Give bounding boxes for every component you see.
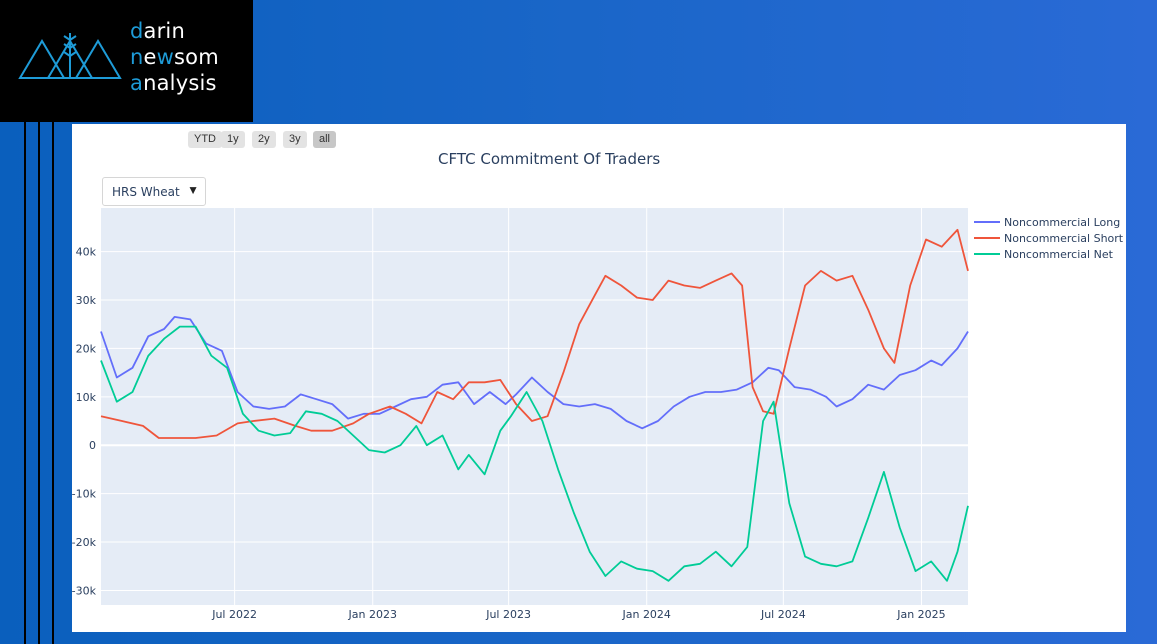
range-button-3y[interactable]: 3y [283, 131, 307, 148]
legend-label: Noncommercial Net [1004, 248, 1114, 261]
x-tick-label: Jul 2022 [211, 608, 257, 621]
y-tick-label: 0 [89, 439, 96, 452]
logo-wordmark: darin newsom analysis [130, 19, 219, 95]
chart-title: CFTC Commitment Of Traders [438, 150, 661, 168]
y-tick-label: -20k [72, 536, 97, 549]
series-line-2 [100, 325, 969, 582]
x-tick-label: Jan 2025 [896, 608, 945, 621]
commodity-dropdown[interactable]: HRS Wheat ▼ [102, 177, 206, 206]
divider [52, 122, 54, 644]
y-tick-label: -30k [72, 584, 97, 597]
legend-label: Noncommercial Long [1004, 216, 1120, 229]
range-button-2y[interactable]: 2y [252, 131, 276, 148]
y-tick-label: 10k [76, 391, 97, 404]
series-line-0 [100, 316, 969, 430]
x-tick-label: Jul 2024 [760, 608, 806, 621]
x-tick-label: Jan 2023 [348, 608, 397, 621]
divider [38, 122, 40, 644]
range-button-1y[interactable]: 1y [221, 131, 245, 148]
series-line-1 [100, 228, 969, 439]
range-button-ytd[interactable]: YTD [188, 131, 222, 148]
chevron-down-icon: ▼ [187, 183, 199, 197]
legend-label: Noncommercial Short [1004, 232, 1124, 245]
range-button-all[interactable]: all [313, 131, 337, 148]
logo-panel: darin newsom analysis [0, 0, 253, 122]
x-tick-label: Jul 2023 [485, 608, 531, 621]
y-tick-label: 30k [76, 294, 97, 307]
y-tick-label: 40k [76, 246, 97, 259]
y-tick-label: -10k [72, 488, 97, 501]
y-tick-label: 20k [76, 342, 97, 355]
x-tick-label: Jan 2024 [621, 608, 670, 621]
mountain-logo-icon [18, 33, 122, 79]
dropdown-value: HRS Wheat [112, 185, 180, 199]
divider [24, 122, 26, 644]
